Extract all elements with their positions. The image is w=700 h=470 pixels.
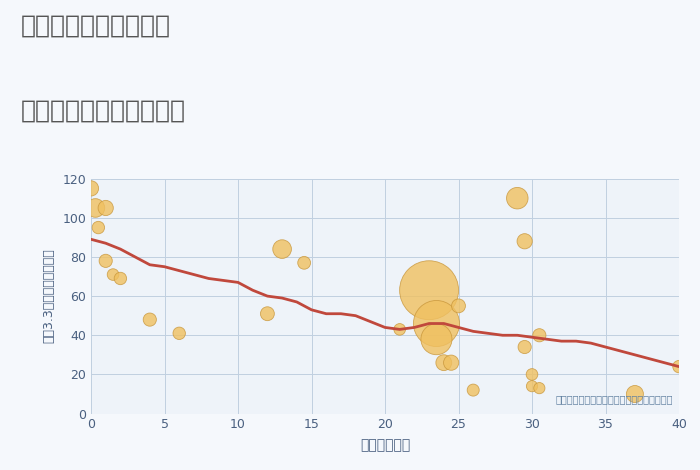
Point bbox=[90, 204, 101, 212]
Text: 大阪府富田林市龍泉の: 大阪府富田林市龍泉の bbox=[21, 14, 171, 38]
Point bbox=[534, 331, 545, 339]
Text: 円の大きさは、取引のあった物件面積を示す: 円の大きさは、取引のあった物件面積を示す bbox=[556, 394, 673, 404]
Point bbox=[276, 245, 288, 253]
Point bbox=[468, 386, 479, 394]
Text: 築年数別中古戸建て価格: 築年数別中古戸建て価格 bbox=[21, 99, 186, 123]
X-axis label: 築年数（年）: 築年数（年） bbox=[360, 439, 410, 453]
Point bbox=[115, 274, 126, 282]
Point bbox=[534, 384, 545, 392]
Point bbox=[144, 316, 155, 323]
Point bbox=[453, 302, 464, 310]
Point bbox=[519, 343, 531, 351]
Point bbox=[512, 195, 523, 202]
Point bbox=[394, 326, 405, 333]
Point bbox=[629, 390, 641, 398]
Point bbox=[431, 320, 442, 327]
Y-axis label: 坪（3.3㎡）単価（万円）: 坪（3.3㎡）単価（万円） bbox=[42, 249, 55, 344]
Point bbox=[108, 271, 119, 278]
Point bbox=[262, 310, 273, 318]
Point bbox=[85, 185, 97, 192]
Point bbox=[526, 371, 538, 378]
Point bbox=[526, 383, 538, 390]
Point bbox=[298, 259, 309, 266]
Point bbox=[100, 204, 111, 212]
Point bbox=[519, 237, 531, 245]
Point bbox=[438, 359, 449, 367]
Point bbox=[424, 287, 435, 294]
Point bbox=[446, 359, 457, 367]
Point bbox=[92, 224, 104, 231]
Point bbox=[174, 329, 185, 337]
Point bbox=[431, 336, 442, 343]
Point bbox=[100, 257, 111, 265]
Point bbox=[673, 363, 685, 370]
